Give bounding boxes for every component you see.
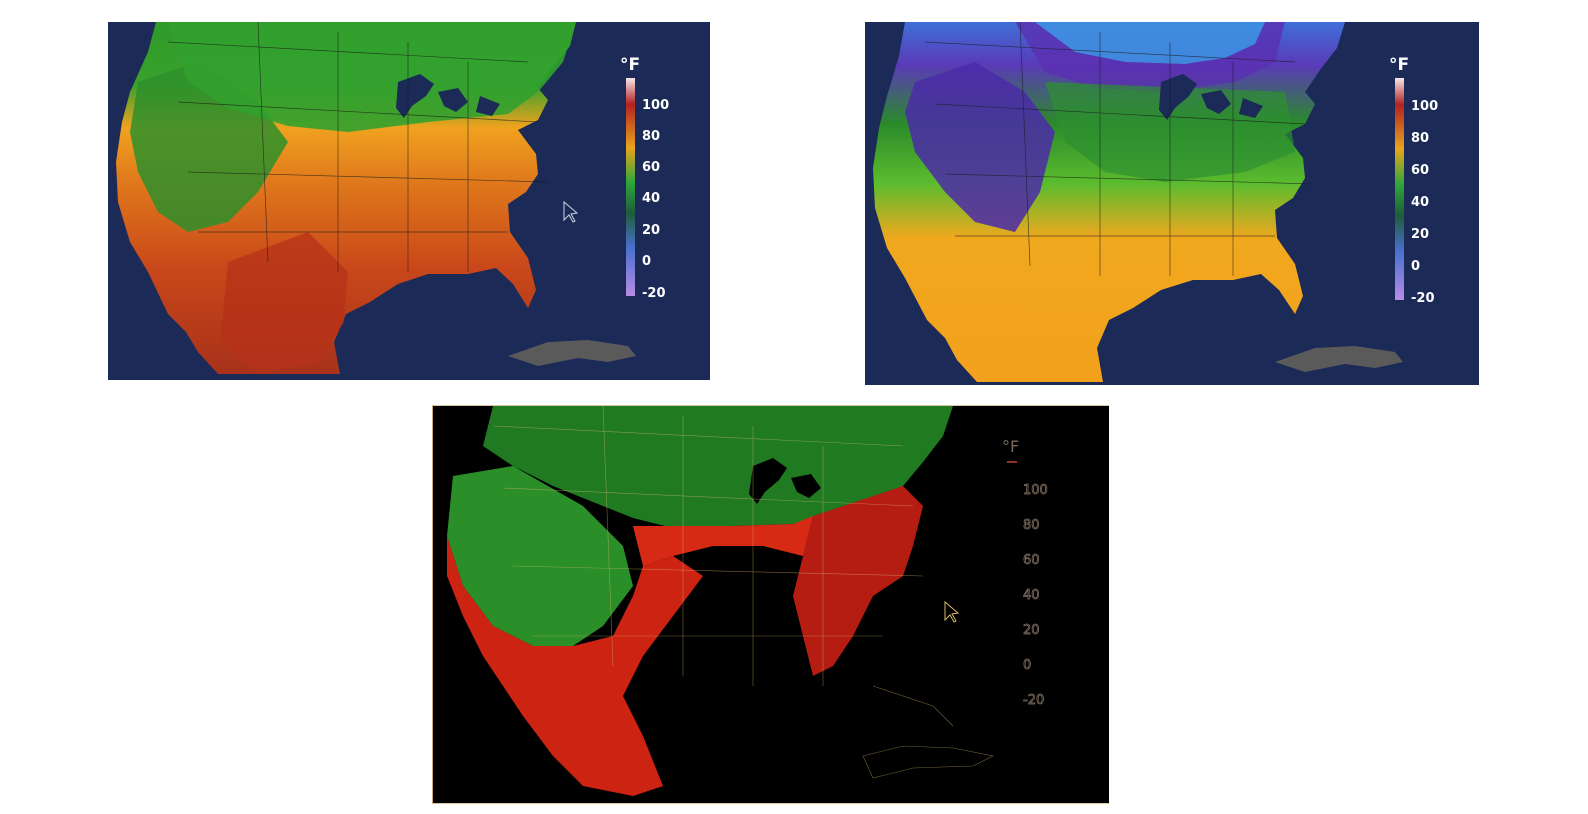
scale-label: 100 bbox=[1411, 99, 1438, 114]
scale-label: 40 bbox=[1023, 588, 1040, 603]
map-canvas: °F 100 80 60 40 20 0 -20 bbox=[108, 22, 710, 380]
western-red bbox=[447, 536, 703, 796]
central-red-band bbox=[633, 516, 813, 566]
temperature-difference-map: °F 100 80 60 40 20 0 -20 bbox=[432, 405, 1109, 804]
scale-label: 100 bbox=[642, 98, 669, 113]
blue-north-cold bbox=[1035, 22, 1265, 64]
mouse-cursor-icon bbox=[944, 600, 960, 623]
western-green bbox=[447, 466, 633, 646]
southwest-desert-warm bbox=[220, 232, 348, 374]
scale-label: 60 bbox=[642, 160, 660, 175]
scale-label: -20 bbox=[1411, 291, 1435, 306]
purple-north-band bbox=[1015, 22, 1285, 92]
scale-label: 20 bbox=[1411, 227, 1429, 242]
cuba-island bbox=[508, 340, 636, 366]
great-lakes bbox=[396, 74, 500, 118]
temperature-map-right: °F 100 80 60 40 20 0 -20 bbox=[865, 22, 1479, 385]
scale-label: 40 bbox=[1411, 195, 1429, 210]
eastern-red bbox=[793, 486, 923, 676]
scale-label: 0 bbox=[642, 254, 651, 269]
scale-unit-label: °F bbox=[1002, 437, 1019, 456]
map-canvas: °F 100 80 60 40 20 0 -20 bbox=[865, 22, 1479, 385]
scale-unit-label: °F bbox=[620, 55, 640, 75]
scale-label: 20 bbox=[642, 223, 660, 238]
scale-label: 80 bbox=[642, 129, 660, 144]
scale-label: 0 bbox=[1411, 259, 1420, 274]
state-borders bbox=[924, 22, 1316, 276]
scale-unit-label: °F bbox=[1389, 55, 1409, 75]
scale-label: -20 bbox=[1023, 693, 1044, 708]
scale-label: 60 bbox=[1411, 163, 1429, 178]
scale-label: 60 bbox=[1023, 553, 1040, 568]
state-borders bbox=[167, 22, 549, 272]
scale-label: 100 bbox=[1023, 483, 1048, 498]
map-canvas: °F 100 80 60 40 20 0 -20 bbox=[433, 406, 1109, 803]
great-lakes bbox=[1159, 74, 1263, 120]
temperature-map-left: °F 100 80 60 40 20 0 -20 bbox=[108, 22, 710, 380]
state-borders bbox=[492, 406, 994, 779]
scale-label: 0 bbox=[1023, 658, 1031, 673]
mouse-cursor-icon bbox=[563, 200, 579, 223]
northern-green-band bbox=[483, 406, 953, 528]
cuba-island bbox=[1275, 346, 1403, 372]
scale-label: 20 bbox=[1023, 623, 1040, 638]
scale-label: 80 bbox=[1411, 131, 1429, 146]
temperature-scale-bar bbox=[1395, 78, 1404, 300]
northern-green-band bbox=[168, 22, 576, 132]
scale-label: -20 bbox=[642, 286, 666, 301]
great-lakes bbox=[749, 458, 821, 504]
scale-label: 80 bbox=[1023, 518, 1040, 533]
scale-label: 40 bbox=[642, 191, 660, 206]
temperature-scale-bar bbox=[626, 78, 635, 296]
